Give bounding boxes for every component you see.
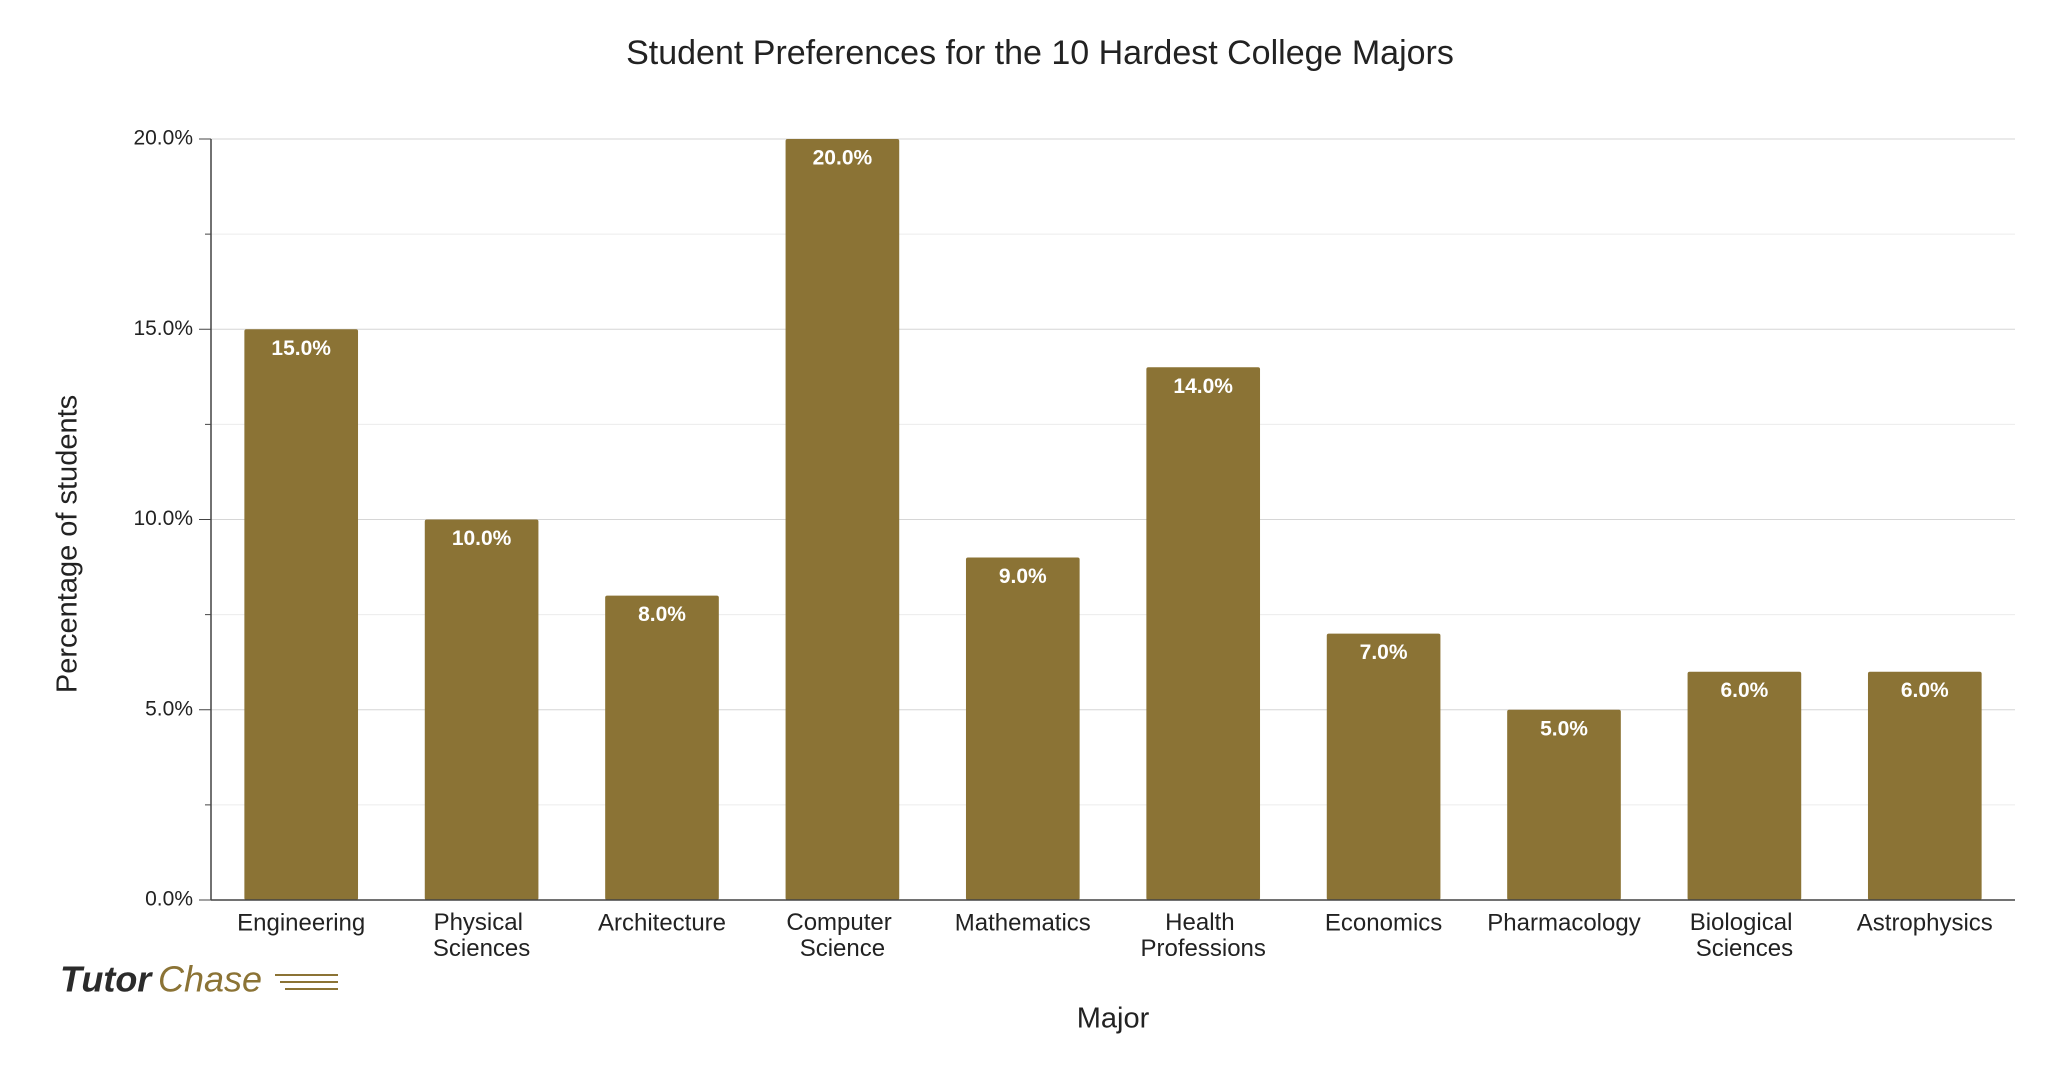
x-tick-label-line: Sciences: [433, 935, 530, 962]
x-tick-label-line: Biological: [1690, 909, 1799, 936]
y-tick-label: 15.0%: [133, 317, 193, 340]
data-label: 5.0%: [1540, 717, 1588, 740]
brand-logo: Tutor Chase: [60, 959, 338, 1000]
y-tick-label: 20.0%: [133, 127, 193, 150]
y-tick-label: 10.0%: [133, 507, 193, 530]
x-tick-label: Physical Sciences: [433, 909, 530, 962]
data-label: 7.0%: [1360, 641, 1408, 664]
bar: [1326, 633, 1441, 900]
x-axis-title: Major: [1077, 1003, 1150, 1035]
y-tick-label: 5.0%: [145, 697, 193, 720]
data-label: 8.0%: [638, 603, 686, 626]
data-label: 15.0%: [271, 337, 331, 360]
bar: [785, 139, 900, 900]
data-label: 9.0%: [999, 565, 1047, 588]
x-tick-label: Pharmacology: [1487, 909, 1640, 936]
x-tick-label-line: Computer: [786, 909, 898, 936]
data-label: 20.0%: [813, 147, 873, 170]
data-label: 14.0%: [1173, 375, 1233, 398]
data-label: 10.0%: [452, 527, 512, 550]
bar: [424, 519, 539, 900]
y-axis-title: Percentage of students: [52, 395, 84, 693]
bar: [1146, 367, 1261, 900]
x-tick-label-line: Physical: [434, 909, 530, 936]
x-tick-label-line: Professions: [1141, 935, 1266, 962]
x-tick-label-line: Sciences: [1696, 935, 1793, 962]
x-tick-label: Economics: [1325, 909, 1442, 936]
data-label: 6.0%: [1720, 679, 1768, 702]
chart-title: Student Preferences for the 10 Hardest C…: [626, 34, 1454, 72]
bar: [1507, 709, 1621, 900]
bar: [605, 595, 719, 900]
x-tick-label: Biological Sciences: [1690, 909, 1799, 962]
x-tick-label: Engineering: [237, 909, 365, 936]
y-tick-label: 0.0%: [145, 888, 193, 911]
bar: [1867, 671, 1982, 900]
brand-second: Chase: [158, 959, 262, 1000]
x-tick-label: Health Professions: [1141, 909, 1266, 962]
data-label: 6.0%: [1901, 679, 1949, 702]
brand-first: Tutor: [60, 959, 153, 1000]
x-tick-label: Computer Science: [786, 909, 898, 962]
x-tick-label: Mathematics: [955, 909, 1091, 936]
x-tick-label: Astrophysics: [1857, 909, 1993, 936]
x-tick-label: Architecture: [598, 909, 726, 936]
x-tick-label-line: Science: [800, 935, 885, 962]
bar: [965, 557, 1080, 900]
x-tick-label-line: Health: [1165, 909, 1241, 936]
bar: [1687, 671, 1802, 900]
bar: [244, 329, 359, 900]
